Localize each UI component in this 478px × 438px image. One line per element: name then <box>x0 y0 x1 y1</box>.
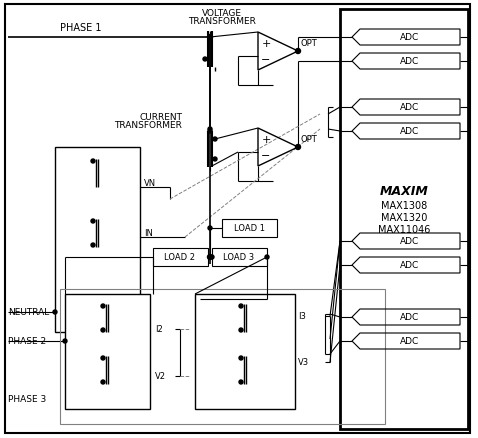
Bar <box>222 219 277 237</box>
Text: ADC: ADC <box>401 313 420 322</box>
Bar <box>65 294 150 409</box>
Circle shape <box>207 35 213 40</box>
Circle shape <box>239 328 243 332</box>
Text: ADC: ADC <box>401 127 420 136</box>
Text: LOAD 1: LOAD 1 <box>233 224 264 233</box>
Text: ADC: ADC <box>401 57 420 66</box>
Circle shape <box>213 138 217 141</box>
Bar <box>340 10 468 429</box>
Text: MAXIM: MAXIM <box>380 185 428 198</box>
Circle shape <box>207 255 213 260</box>
Text: IN: IN <box>144 229 153 238</box>
Bar <box>60 290 385 424</box>
Text: +: + <box>261 39 271 49</box>
Bar <box>212 248 267 266</box>
Text: NEUTRAL: NEUTRAL <box>8 308 49 317</box>
Text: I3: I3 <box>298 312 306 321</box>
Circle shape <box>208 128 212 132</box>
Text: V3: V3 <box>298 358 309 367</box>
Circle shape <box>239 304 243 308</box>
Text: MAX1308: MAX1308 <box>381 201 427 211</box>
Text: MAX1320: MAX1320 <box>381 212 427 223</box>
Circle shape <box>101 328 105 332</box>
Circle shape <box>101 356 105 360</box>
Circle shape <box>265 255 269 259</box>
Text: ADC: ADC <box>401 337 420 346</box>
Bar <box>153 248 208 266</box>
Circle shape <box>203 58 207 62</box>
Circle shape <box>101 304 105 308</box>
Circle shape <box>101 380 105 384</box>
Text: TRANSFORMER: TRANSFORMER <box>188 18 256 26</box>
Bar <box>60 290 385 424</box>
Circle shape <box>208 130 212 134</box>
Text: ADC: ADC <box>401 237 420 246</box>
Text: TRANSFORMER: TRANSFORMER <box>114 121 182 130</box>
Text: PHASE 1: PHASE 1 <box>60 23 101 33</box>
Text: VOLTAGE: VOLTAGE <box>202 10 242 18</box>
Circle shape <box>295 49 301 54</box>
Text: PHASE 2: PHASE 2 <box>8 337 46 346</box>
Text: +: + <box>261 135 271 145</box>
Text: VN: VN <box>144 179 156 188</box>
Text: −: − <box>261 55 271 65</box>
Text: ADC: ADC <box>401 33 420 42</box>
Text: OPT: OPT <box>301 135 318 144</box>
Text: ADC: ADC <box>401 261 420 270</box>
Circle shape <box>91 219 95 223</box>
Text: −: − <box>261 151 271 161</box>
Text: PHASE 3: PHASE 3 <box>8 395 46 403</box>
Circle shape <box>213 158 217 162</box>
Text: ADC: ADC <box>401 103 420 112</box>
Text: V2: V2 <box>155 372 166 381</box>
Circle shape <box>91 159 95 164</box>
Text: I2: I2 <box>155 325 163 334</box>
Text: CURRENT: CURRENT <box>139 113 182 122</box>
Circle shape <box>239 380 243 384</box>
Circle shape <box>210 255 214 259</box>
Circle shape <box>91 244 95 247</box>
Text: OPT: OPT <box>301 39 318 48</box>
Circle shape <box>239 356 243 360</box>
Circle shape <box>53 310 57 314</box>
Text: MAX11046: MAX11046 <box>378 225 430 234</box>
Circle shape <box>295 145 301 150</box>
Circle shape <box>208 226 212 230</box>
Bar <box>195 294 295 409</box>
Bar <box>55 148 140 332</box>
Circle shape <box>63 339 67 343</box>
Text: LOAD 2: LOAD 2 <box>164 253 196 262</box>
Text: LOAD 3: LOAD 3 <box>223 253 255 262</box>
